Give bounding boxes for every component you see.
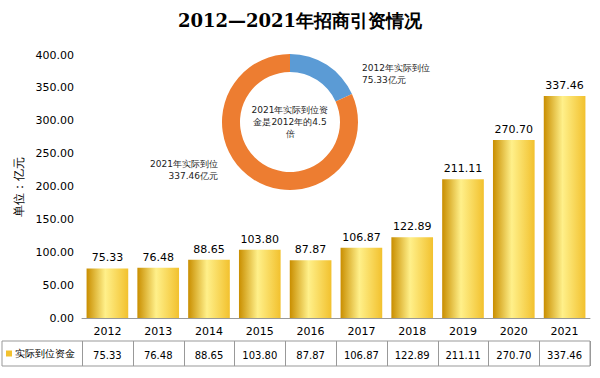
svg-text:2012年实际到位: 2012年实际到位 [362,63,430,73]
svg-text:88.65: 88.65 [195,350,224,361]
svg-text:87.87: 87.87 [295,243,327,256]
svg-text:100.00: 100.00 [36,246,75,259]
svg-text:103.80: 103.80 [242,350,277,361]
svg-text:2012—2021年招商引资情况: 2012—2021年招商引资情况 [178,10,423,31]
svg-text:87.87: 87.87 [296,350,325,361]
svg-text:300.00: 300.00 [36,114,75,127]
svg-text:2021: 2021 [551,325,579,338]
svg-text:200.00: 200.00 [36,180,75,193]
svg-text:75.33: 75.33 [93,350,122,361]
svg-text:2012: 2012 [93,325,121,338]
svg-text:2014: 2014 [195,325,223,338]
svg-text:75.33亿元: 75.33亿元 [362,75,406,85]
svg-text:2021年实际到位资: 2021年实际到位资 [252,105,329,115]
svg-text:211.11: 211.11 [446,350,481,361]
svg-text:337.46: 337.46 [545,79,584,92]
svg-text:337.46: 337.46 [547,350,582,361]
svg-text:2018: 2018 [398,325,426,338]
svg-text:270.70: 270.70 [496,350,531,361]
svg-text:106.87: 106.87 [344,350,379,361]
svg-text:103.80: 103.80 [241,233,280,246]
svg-text:2013: 2013 [144,325,172,338]
svg-text:单位：亿元: 单位：亿元 [12,157,26,217]
svg-text:211.11: 211.11 [444,162,483,175]
svg-text:2020: 2020 [500,325,528,338]
svg-text:2015: 2015 [246,325,274,338]
svg-text:2017: 2017 [347,325,375,338]
svg-text:76.48: 76.48 [142,251,174,264]
svg-text:金是2012年的4.5: 金是2012年的4.5 [253,117,326,127]
svg-text:76.48: 76.48 [144,350,173,361]
svg-text:2019: 2019 [449,325,477,338]
svg-text:122.89: 122.89 [395,350,430,361]
svg-text:400.00: 400.00 [36,49,75,62]
svg-text:2021年实际到位: 2021年实际到位 [150,159,218,169]
svg-text:实际到位资金: 实际到位资金 [15,348,75,359]
svg-text:250.00: 250.00 [36,147,75,160]
svg-text:270.70: 270.70 [495,123,534,136]
svg-text:350.00: 350.00 [36,81,75,94]
svg-text:75.33: 75.33 [92,251,124,264]
svg-text:150.00: 150.00 [36,213,75,226]
svg-text:2016: 2016 [297,325,325,338]
svg-text:倍: 倍 [286,129,295,139]
svg-text:0.00: 0.00 [50,312,75,325]
svg-text:106.87: 106.87 [342,231,381,244]
svg-text:50.00: 50.00 [43,279,75,292]
svg-text:122.89: 122.89 [393,220,432,233]
svg-text:88.65: 88.65 [193,243,225,256]
svg-text:337.46亿元: 337.46亿元 [169,171,219,181]
